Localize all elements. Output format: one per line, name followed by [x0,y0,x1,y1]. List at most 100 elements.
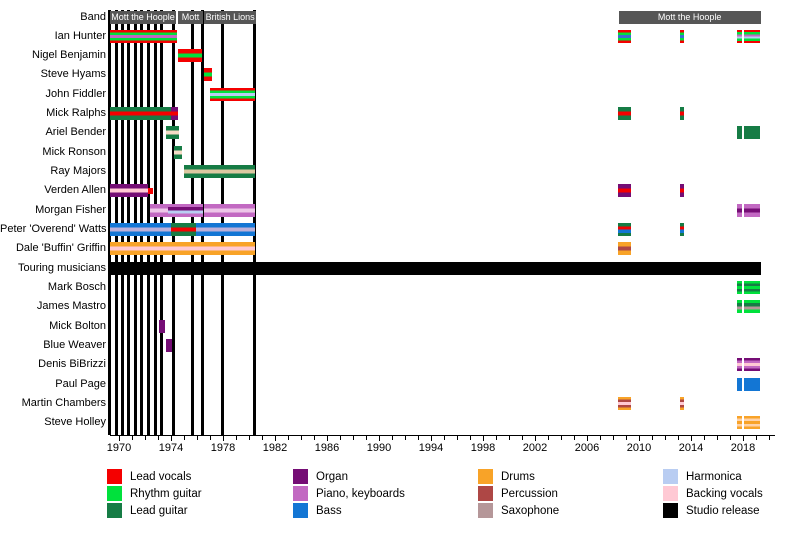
member-label: Nigel Benjamin [32,49,106,62]
x-axis-tick-label: 2018 [730,442,756,454]
legend-item-studio_release: Studio release [663,503,760,518]
x-axis-tick [730,436,731,440]
member-label: Morgan Fisher [35,203,106,216]
member-label: John Fiddler [45,87,106,100]
timeline-bar [744,280,760,294]
timeline-bar [744,358,760,372]
timeline-bar [109,29,178,43]
x-axis-tick-label: 1974 [158,442,184,454]
timeline-bar [109,184,148,198]
timeline-bar [178,49,203,63]
timeline-bar [109,242,255,256]
timeline-bar [736,300,742,314]
x-axis-tick [483,436,484,441]
legend-item-harmonica: Harmonica [663,469,742,484]
timeline-bar [618,107,632,121]
studio-release-line [127,10,131,435]
studio_release-swatch [663,503,678,518]
x-axis-tick [249,436,250,440]
timeline-bar [736,416,742,430]
rhythm_guitar-swatch [107,486,122,501]
x-axis-tick [639,436,640,441]
x-axis-tick-label: 1986 [314,442,340,454]
x-axis-tick [184,436,185,440]
backing_vocals-swatch [663,486,678,501]
timeline-bar [618,396,632,410]
timeline-bar [184,165,255,179]
band-era-label: Mott the Hoople [657,11,722,22]
x-axis-tick [756,436,757,440]
x-axis-tick-label: 1994 [418,442,444,454]
x-axis-tick [119,436,120,441]
x-axis-tick-label: 2010 [626,442,652,454]
member-label: Martin Chambers [21,396,106,409]
x-axis-tick [418,436,419,440]
timeline-bar [150,203,169,217]
x-axis-tick [340,436,341,440]
legend-item-lead_guitar: Lead guitar [107,503,188,518]
studio-release-line [114,10,118,435]
x-axis-tick [535,436,536,441]
legend-label: Harmonica [686,470,742,483]
x-axis-tick [470,436,471,440]
legend-item-saxophone: Saxophone [478,503,559,518]
legend-label: Lead guitar [130,504,188,517]
x-axis-tick [548,436,549,440]
x-axis-tick-label: 2014 [678,442,704,454]
saxophone-swatch [478,503,493,518]
studio-release-line [153,10,157,435]
lead_guitar-swatch [107,503,122,518]
studio-release-line [133,10,137,435]
member-label: Verden Allen [44,184,106,197]
x-axis-tick-label: 1978 [210,442,236,454]
studio-release-line [200,10,204,435]
timeline-bar [171,107,178,121]
x-axis-tick [171,436,172,441]
x-axis-tick [600,436,601,440]
studio-release-line [140,10,144,435]
legend-label: Drums [501,470,535,483]
drums-swatch [478,469,493,484]
timeline-bar [736,203,742,217]
x-axis-tick [665,436,666,440]
organ-swatch [293,469,308,484]
band-era-bar: Mott the Hoople [109,10,177,24]
studio-release-line [159,10,163,435]
timeline-bar [736,29,742,43]
band-era-label: British Lions [205,11,255,22]
timeline-bar [744,416,760,430]
legend-label: Lead vocals [130,470,192,483]
harmonica-swatch [663,469,678,484]
x-axis-tick [405,436,406,440]
legend-label: Saxophone [501,504,560,517]
x-axis-tick-label: 2006 [574,442,600,454]
legend-item-drums: Drums [478,469,535,484]
x-axis-tick-label: 1998 [470,442,496,454]
x-axis-tick [496,436,497,440]
x-axis-line [110,435,775,436]
band-era-bar: Mott the Hoople [618,10,761,24]
timeline-bar [165,126,179,140]
x-axis-tick [743,436,744,441]
x-axis-tick [522,436,523,440]
timeline-bar [618,29,632,43]
studio-release-line [172,10,176,435]
legend-item-percussion: Percussion [478,486,558,501]
timeline-bar [744,126,760,140]
x-axis-tick [691,436,692,441]
x-axis-tick [275,436,276,441]
legend-item-backing_vocals: Backing vocals [663,486,763,501]
timeline-bar [203,68,212,82]
band-era-label: Mott the Hoople [111,11,175,22]
timeline-bar [203,203,255,217]
legend-item-piano_keyboards: Piano, keyboards [293,486,405,501]
x-axis-tick [197,436,198,440]
member-label: Blue Weaver [43,338,106,351]
legend-label: Rhythm guitar [130,487,202,500]
legend-item-rhythm_guitar: Rhythm guitar [107,486,202,501]
x-axis-tick [314,436,315,440]
x-axis-tick [561,436,562,440]
timeline-bar [744,29,760,43]
timeline-bar [109,261,761,275]
